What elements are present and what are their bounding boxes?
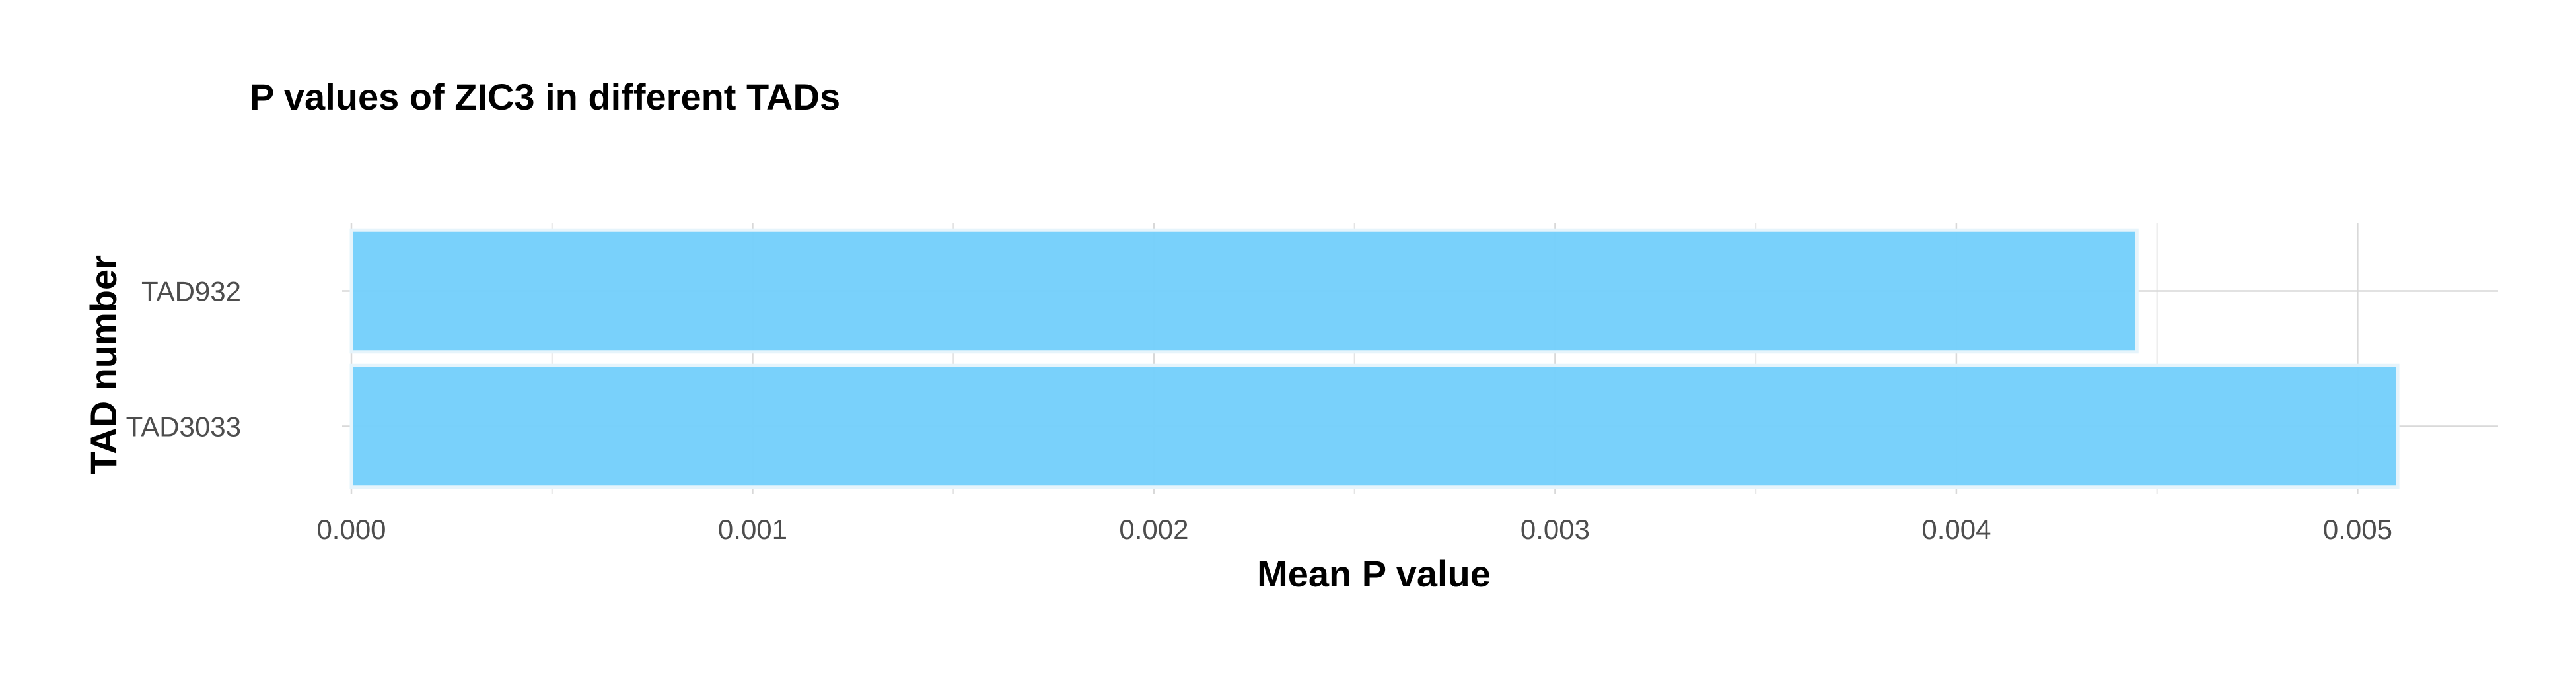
x-axis-title: Mean P value: [1257, 553, 1491, 594]
x-tick-label: 0.004: [1921, 514, 1991, 545]
x-axis-tick-labels: 0.000 0.001 0.002 0.003 0.004 0.005: [316, 514, 2392, 545]
x-tick-label: 0.002: [1119, 514, 1188, 545]
bars: [349, 228, 2400, 489]
x-tick-label: 0.005: [2323, 514, 2392, 545]
y-tick-label: TAD932: [141, 276, 241, 307]
y-axis-title: TAD number: [83, 255, 124, 474]
y-tick-label: TAD3033: [126, 411, 241, 443]
x-tick-label: 0.001: [718, 514, 787, 545]
x-tick-label: 0.000: [316, 514, 386, 545]
bar-tad932: [349, 228, 2139, 354]
y-axis-tick-labels: TAD932 TAD3033: [126, 276, 241, 443]
x-tick-label: 0.003: [1521, 514, 1590, 545]
bar-tad3033: [349, 363, 2400, 489]
chart-title: P values of ZIC3 in different TADs: [250, 76, 840, 118]
